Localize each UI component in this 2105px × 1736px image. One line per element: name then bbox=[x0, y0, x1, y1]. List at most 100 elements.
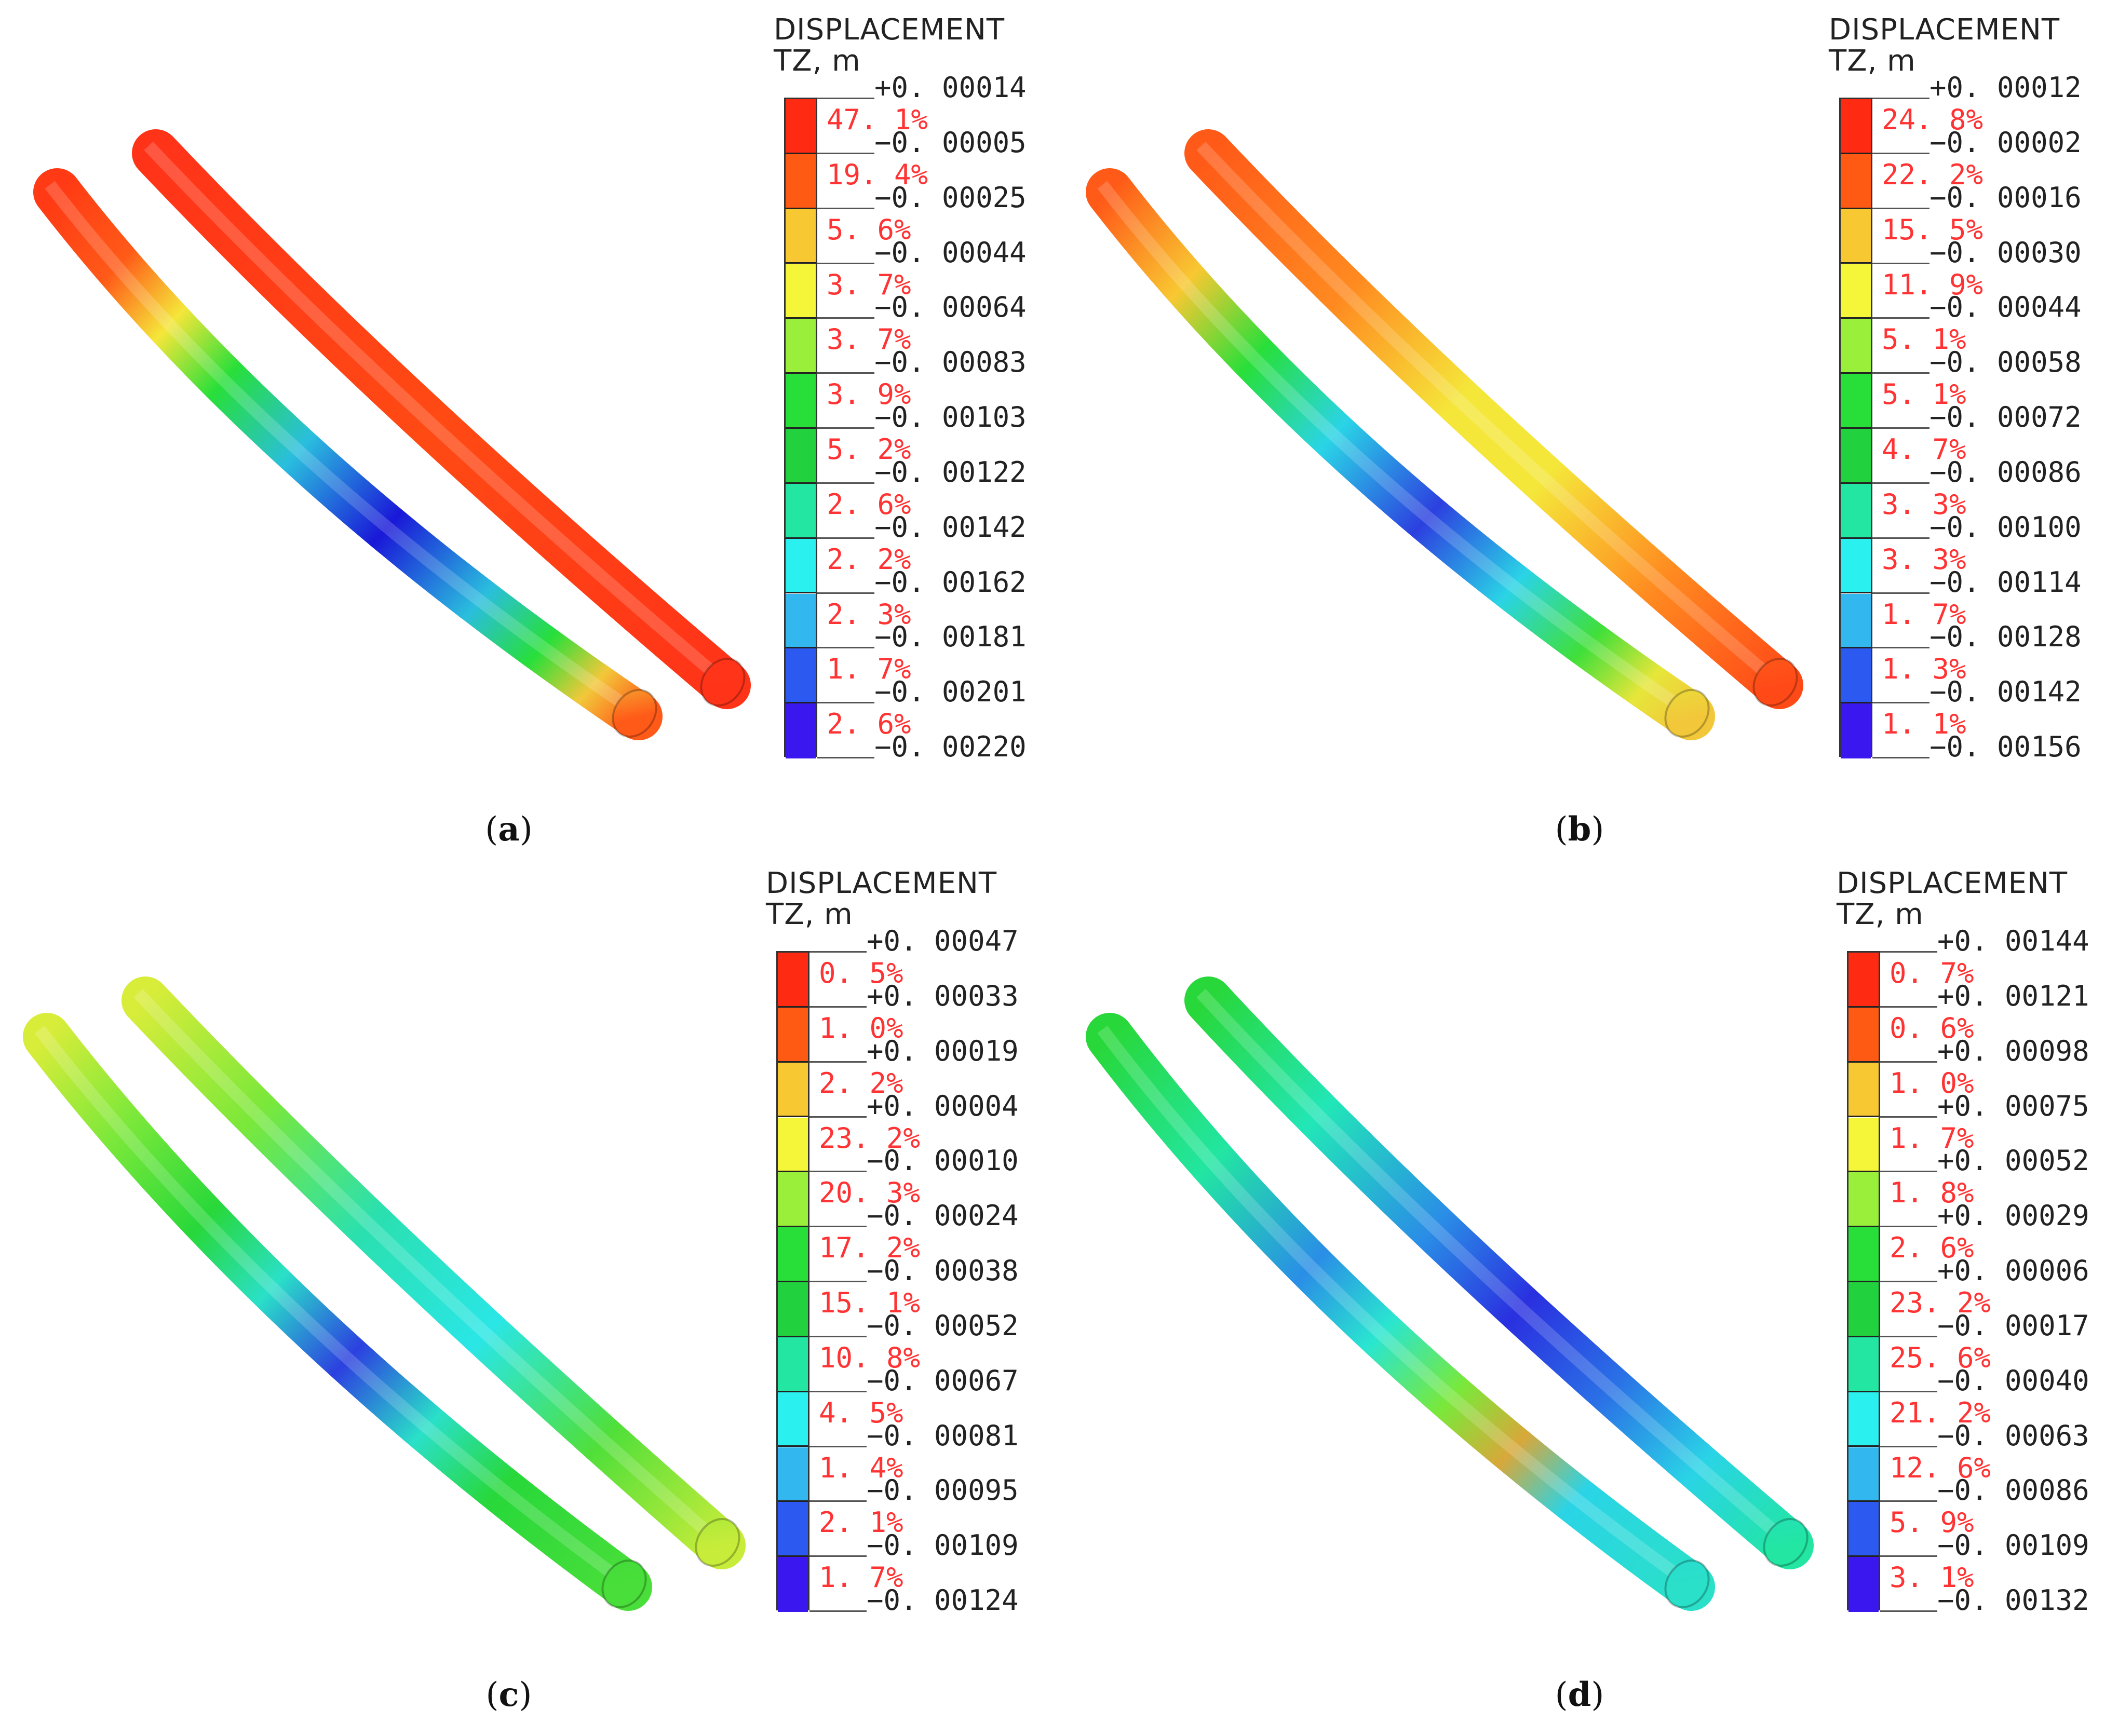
scale-tick bbox=[809, 1445, 867, 1447]
color-band bbox=[786, 154, 816, 209]
scale-tick-label: +0. 00144 bbox=[1937, 925, 2089, 957]
pipe-highlight bbox=[144, 141, 724, 683]
band-percent-label: 2. 1% bbox=[819, 1506, 903, 1539]
scale-tick-label: −0. 00040 bbox=[1937, 1364, 2089, 1397]
color-band bbox=[786, 429, 816, 484]
scale-tick-label: +0. 00047 bbox=[867, 925, 1019, 957]
scale-tick bbox=[1872, 427, 1929, 429]
color-band bbox=[1848, 1392, 1879, 1447]
color-scale-bar bbox=[1847, 951, 1880, 1612]
color-band bbox=[778, 1392, 808, 1447]
scale-tick-label: −0. 00201 bbox=[874, 675, 1027, 709]
color-band bbox=[1841, 319, 1871, 374]
scale-tick-label: −0. 00081 bbox=[867, 1419, 1019, 1452]
panel-d: DISPLACEMENT TZ, m 0. 7% 0. 6% 1. 0% 1. 7% 1… bbox=[1052, 868, 2105, 1736]
scale-tick bbox=[809, 1500, 867, 1502]
scale-tick bbox=[809, 1171, 867, 1173]
band-percent-label: 3. 7% bbox=[827, 323, 911, 356]
color-band bbox=[786, 374, 816, 429]
scale-tick bbox=[809, 1226, 867, 1228]
pipe-highlight bbox=[133, 988, 719, 1543]
scale-tick-label: −0. 00005 bbox=[874, 126, 1027, 159]
scale-tick-label: +0. 00029 bbox=[1937, 1199, 2089, 1232]
color-band bbox=[1848, 1557, 1879, 1612]
color-scale-bar bbox=[784, 98, 817, 758]
pipe-tube-2 bbox=[1184, 976, 1814, 1569]
scale-tick bbox=[1872, 262, 1929, 264]
scale-tick-label: −0. 00038 bbox=[867, 1254, 1019, 1287]
color-band bbox=[1841, 593, 1871, 649]
band-percent-label: 17. 2% bbox=[819, 1231, 921, 1265]
scale-tick-label: −0. 00128 bbox=[1929, 620, 2082, 654]
scale-tick-label: −0. 00010 bbox=[867, 1144, 1019, 1177]
color-band bbox=[1841, 483, 1871, 539]
tubes-figure-b bbox=[1086, 129, 1803, 740]
scale-tick-label: −0. 00025 bbox=[874, 181, 1027, 214]
tubes-figure-a bbox=[33, 129, 751, 740]
scale-tick-label: −0. 00063 bbox=[1937, 1419, 2089, 1452]
scale-tick bbox=[1872, 207, 1929, 209]
band-percent-label: 1. 7% bbox=[827, 653, 911, 686]
band-percent-label: 21. 2% bbox=[1890, 1396, 1991, 1429]
scale-tick bbox=[817, 757, 874, 758]
scale-tick-label: −0. 00109 bbox=[1937, 1529, 2089, 1562]
band-percent-label: 47. 1% bbox=[827, 103, 928, 136]
scale-tick bbox=[1880, 1445, 1937, 1447]
scale-tick bbox=[817, 592, 874, 594]
pipe-tube-2 bbox=[1184, 129, 1803, 709]
pipe-tube-1 bbox=[23, 1013, 652, 1611]
scale-tick-label: +0. 00033 bbox=[867, 979, 1019, 1012]
scale-tick bbox=[1880, 1006, 1937, 1008]
scale-tick-label: −0. 00067 bbox=[867, 1364, 1019, 1397]
pipe-open-end bbox=[1664, 689, 1710, 738]
scale-tick bbox=[1880, 1226, 1937, 1228]
color-band bbox=[778, 1062, 808, 1118]
scale-tick bbox=[1872, 702, 1929, 704]
scale-tick-label: −0. 00109 bbox=[867, 1529, 1019, 1562]
band-percent-label: 1. 7% bbox=[1882, 598, 1966, 631]
band-percent-label: 3. 9% bbox=[827, 378, 911, 411]
band-percent-label: 23. 2% bbox=[819, 1121, 921, 1155]
pipe-open-end bbox=[1752, 658, 1798, 707]
band-percent-label: 0. 5% bbox=[819, 957, 903, 989]
band-percent-label: 2. 2% bbox=[819, 1066, 903, 1100]
legend-subtitle: TZ, m bbox=[1837, 898, 1924, 931]
band-percent-label: 5. 9% bbox=[1890, 1506, 1974, 1539]
color-band bbox=[778, 1172, 808, 1228]
color-band bbox=[786, 264, 816, 319]
legend-subtitle: TZ, m bbox=[774, 44, 861, 78]
band-percent-label: 2. 2% bbox=[827, 542, 911, 576]
color-band bbox=[778, 1447, 808, 1502]
color-band bbox=[778, 1557, 808, 1612]
color-band bbox=[1848, 1337, 1879, 1392]
tubes-figure-d bbox=[1086, 976, 1814, 1611]
scale-tick bbox=[817, 98, 874, 99]
color-band bbox=[1841, 538, 1871, 594]
band-percent-label: 5. 1% bbox=[1882, 378, 1966, 411]
legend-a: DISPLACEMENT TZ, m 47. 1% 19. 4% 5. 6% 3. 7… bbox=[774, 15, 1044, 772]
scale-tick bbox=[817, 647, 874, 649]
scale-tick-label: −0. 00058 bbox=[1929, 346, 2082, 379]
scale-tick bbox=[1880, 1061, 1937, 1063]
band-percent-label: 1. 1% bbox=[1882, 708, 1966, 741]
pipe-tube-1 bbox=[1086, 1013, 1715, 1611]
scale-tick-label: −0. 00052 bbox=[867, 1309, 1019, 1342]
scale-tick bbox=[1872, 372, 1929, 374]
scale-tick-label: −0. 00122 bbox=[874, 455, 1027, 489]
scale-tick bbox=[1872, 757, 1929, 758]
scale-tick-label: −0. 00156 bbox=[1929, 730, 2082, 763]
color-band bbox=[1841, 264, 1871, 319]
scale-tick bbox=[809, 1555, 867, 1557]
color-band bbox=[786, 483, 816, 539]
band-percent-label: 2. 6% bbox=[827, 708, 911, 741]
scale-tick bbox=[1872, 537, 1929, 539]
legend-b: DISPLACEMENT TZ, m 24. 8% 22. 2% 15. 5% 11.… bbox=[1829, 15, 2099, 772]
pipe-open-end bbox=[695, 1518, 740, 1567]
panel-a: DISPLACEMENT TZ, m 47. 1% 19. 4% 5. 6% 3. 7… bbox=[0, 0, 1052, 868]
scale-tick-label: −0. 00162 bbox=[874, 565, 1027, 599]
panel-b: DISPLACEMENT TZ, m 24. 8% 22. 2% 15. 5% 11.… bbox=[1052, 0, 2105, 868]
color-band bbox=[778, 953, 808, 1008]
band-percent-label: 25. 6% bbox=[1890, 1341, 1991, 1374]
scale-tick bbox=[809, 1335, 867, 1337]
legend-title: DISPLACEMENT bbox=[766, 866, 997, 900]
